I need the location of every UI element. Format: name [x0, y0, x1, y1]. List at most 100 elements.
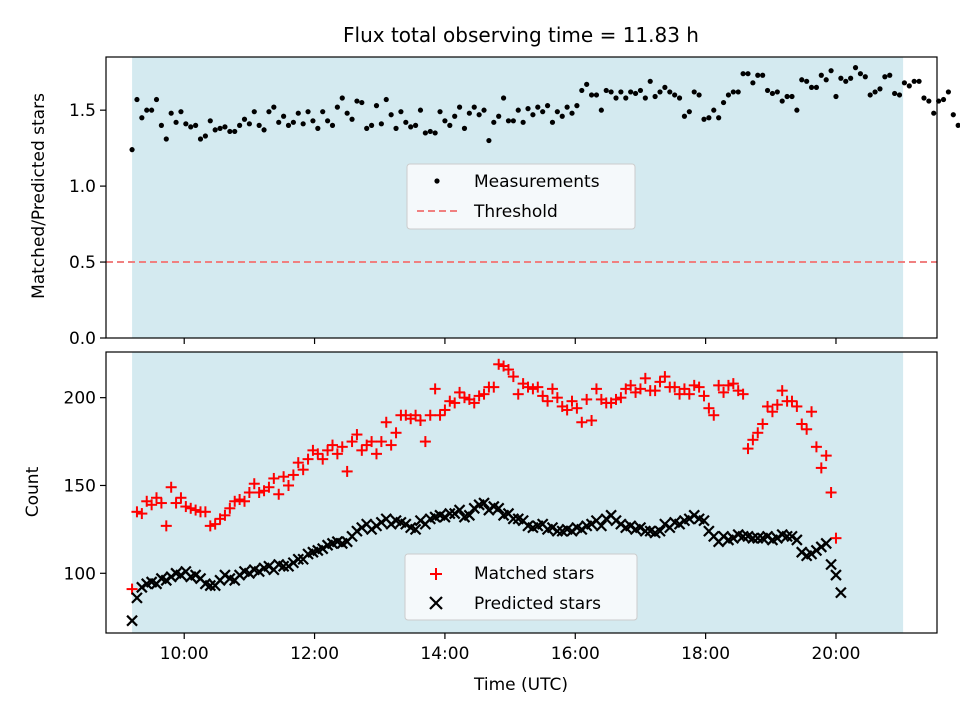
matched-star-point: [820, 450, 832, 462]
measurement-point: [481, 107, 487, 113]
measurement-point: [618, 89, 624, 95]
matched-star-point: [385, 439, 397, 451]
matched-star-point: [302, 453, 314, 465]
predicted-star-point: [830, 569, 842, 581]
matched-star-point: [419, 436, 431, 448]
predicted-star-point: [277, 560, 290, 573]
measurement-point: [515, 107, 521, 113]
measurement-point: [320, 109, 326, 115]
measurement-point: [540, 109, 546, 115]
measurement-point: [144, 107, 150, 113]
matched-star-point: [356, 444, 368, 456]
measurement-point: [149, 107, 155, 113]
measurement-point: [486, 137, 492, 144]
predicted-star-point: [654, 525, 666, 537]
matched-star-point: [713, 379, 725, 391]
measurement-point: [892, 90, 898, 97]
matched-star-point: [649, 385, 661, 397]
predicted-star-point: [751, 532, 764, 544]
measurement-point: [500, 95, 507, 101]
measurement-point: [896, 92, 903, 98]
measurement-point: [359, 99, 365, 106]
measurement-point: [794, 107, 800, 113]
y-tick-label: 1.5: [69, 101, 96, 121]
ratio-x-ticks: [183, 338, 837, 344]
measurement-point: [701, 116, 707, 122]
measurement-point: [432, 130, 438, 136]
matched-star-point: [136, 508, 148, 520]
measurement-point: [764, 87, 771, 94]
matched-star-point: [722, 379, 734, 391]
matched-star-point: [175, 492, 187, 504]
measurement-point: [554, 109, 560, 115]
matched-star-point: [370, 448, 382, 460]
predicted-star-point: [131, 592, 143, 604]
measurement-point: [452, 113, 458, 119]
measurement-point: [642, 95, 648, 101]
matched-stars-points: [126, 358, 842, 595]
matched-star-point: [199, 506, 211, 518]
measurement-point: [364, 125, 370, 131]
measurement-point: [412, 122, 419, 128]
matched-star-point: [278, 471, 290, 483]
measurement-point: [745, 71, 751, 77]
matched-star-point: [185, 502, 197, 514]
matched-star-point: [468, 397, 480, 409]
matched-star-point: [776, 385, 788, 397]
count-panel: 100 150 200 10:00 12:00 14:00 16:00 18:00 20:00…: [23, 351, 938, 695]
predicted-stars-points: [126, 497, 847, 627]
measurement-point: [857, 71, 864, 77]
measurement-point: [329, 122, 336, 128]
measurement-point: [227, 128, 233, 135]
x-tick-label: 12:00: [290, 644, 339, 664]
predicted-star-point: [820, 537, 832, 550]
matched-star-point: [493, 358, 505, 370]
measurement-point: [706, 115, 712, 121]
matched-star-point: [786, 395, 798, 407]
matched-star-point: [444, 395, 456, 407]
measurement-point: [657, 89, 663, 95]
matched-star-point: [747, 434, 759, 446]
matched-star-point: [571, 402, 583, 414]
measurement-point: [334, 104, 340, 110]
measurement-point: [882, 74, 888, 80]
measurement-point: [691, 89, 697, 95]
matched-star-point: [634, 383, 646, 395]
measurement-point: [877, 86, 883, 92]
measurement-point: [808, 84, 815, 90]
matched-star-point: [791, 400, 803, 412]
measurement-point: [520, 119, 526, 125]
measurement-point: [373, 103, 380, 109]
matched-star-point: [380, 416, 392, 428]
matched-star-point: [390, 427, 402, 439]
measurement-point: [779, 98, 785, 104]
measurement-point: [588, 92, 595, 98]
matched-star-point: [502, 364, 514, 376]
measurement-point: [310, 118, 316, 124]
measurement-point: [760, 72, 766, 78]
measurement-point: [906, 83, 912, 89]
measurement-point: [843, 78, 849, 84]
measurement-point: [852, 65, 859, 71]
measurement-point: [725, 92, 732, 98]
measurement-point: [848, 75, 854, 81]
measurement-point: [867, 92, 873, 98]
measurement-point: [740, 71, 746, 77]
y-tick-label: 200: [64, 389, 96, 409]
matched-star-point: [703, 402, 715, 414]
matched-star-point: [737, 388, 749, 400]
measurement-point: [828, 68, 834, 74]
measurement-point: [628, 89, 634, 95]
measurement-point: [276, 119, 282, 125]
predicted-star-point: [463, 509, 476, 522]
measurement-point: [173, 119, 179, 125]
matched-star-point: [151, 492, 163, 504]
measurement-point: [153, 96, 160, 103]
measurement-point: [403, 119, 409, 125]
matched-star-point: [576, 416, 588, 428]
measurement-point: [349, 116, 355, 122]
matched-star-point: [718, 386, 730, 398]
matched-star-point: [273, 488, 285, 500]
measurement-point: [207, 118, 213, 124]
